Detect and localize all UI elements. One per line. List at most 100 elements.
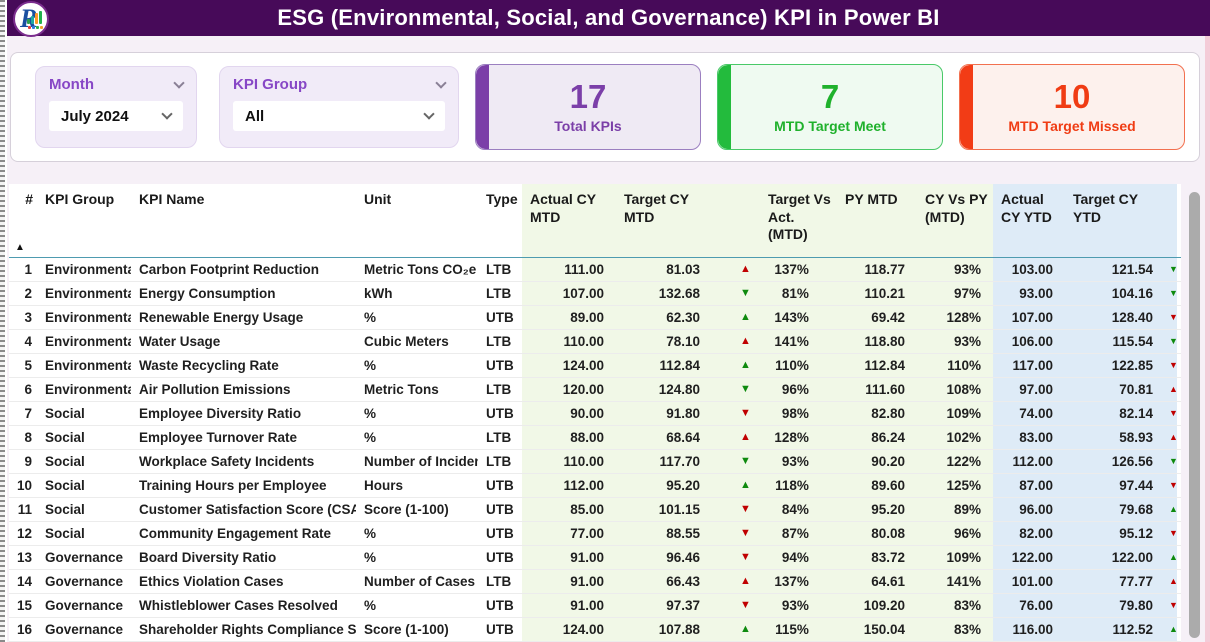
column-header-label: CY Vs PY (MTD) — [925, 191, 988, 225]
cell-ytd_sliver: ▲ — [1165, 546, 1177, 569]
cell-tva_mtd: ▲ 115% — [712, 618, 837, 641]
cell-actual_ytd: 97.00 — [993, 378, 1065, 401]
cell-name: Whistleblower Cases Resolved — [139, 598, 338, 613]
clipped-up-green-arrow-icon: ▲ — [1169, 504, 1177, 514]
down-green-arrow-icon: ▼ — [740, 383, 751, 395]
kpi-group-slicer: KPI Group All — [219, 66, 459, 148]
cell-actual_mtd: 88.00 — [522, 426, 616, 449]
cell-num: 15 — [16, 598, 32, 613]
cell-actual_mtd: 89.00 — [522, 306, 616, 329]
month-slicer-dropdown[interactable]: July 2024 — [49, 101, 183, 131]
column-header-cy_vs_py[interactable]: CY Vs PY (MTD) — [917, 184, 993, 257]
cell-unit: % — [364, 430, 377, 445]
chevron-down-icon[interactable] — [173, 76, 185, 89]
target-vs-actual-value: 93% — [781, 598, 809, 613]
up-green-arrow-icon: ▲ — [740, 623, 751, 635]
cell-type: LTB — [486, 454, 512, 469]
cell-actual_ytd: 96.00 — [993, 498, 1065, 521]
card-accent-stripe — [718, 65, 731, 149]
table-row[interactable]: 10 Social Training Hours per Employee Hours… — [9, 474, 1181, 498]
cell-type: UTB — [486, 550, 514, 565]
down-red-arrow-icon: ▼ — [740, 551, 751, 563]
table-row[interactable]: 5 Environmental Waste Recycling Rate% UTB 12… — [9, 354, 1181, 378]
column-header-label: Type — [486, 191, 518, 207]
column-header-target_mtd[interactable]: Target CY MTD — [616, 184, 712, 257]
cell-py_mtd: 86.24 — [837, 426, 917, 449]
cell-py_mtd: 118.77 — [837, 258, 917, 281]
total-kpis-label: Total KPIs — [554, 117, 622, 134]
chevron-down-icon[interactable] — [435, 76, 447, 89]
vertical-scrollbar-thumb[interactable] — [1189, 192, 1200, 638]
cell-unit: % — [364, 550, 377, 565]
cell-actual_ytd: 82.00 — [993, 522, 1065, 545]
cell-ytd_sliver: ▼ — [1165, 306, 1177, 329]
cell-cy_vs_py: 122% — [917, 450, 993, 473]
cell-cy_vs_py: 141% — [917, 570, 993, 593]
cell-tva_mtd: ▼ 87% — [712, 522, 837, 545]
table-row[interactable]: 9 Social Workplace Safety Incidents Number … — [9, 450, 1181, 474]
clipped-down-red-arrow-icon: ▼ — [1169, 480, 1177, 490]
total-kpis-value: 17 — [569, 78, 607, 116]
kpi-group-slicer-dropdown[interactable]: All — [233, 101, 445, 131]
column-header-tva_mtd[interactable]: Target Vs Act. (MTD) — [712, 184, 837, 257]
cell-group: Governance — [45, 598, 124, 613]
cell-unit: % — [364, 598, 377, 613]
filter-kpi-panel: Month July 2024 KPI Group All 17 Total K… — [10, 52, 1200, 162]
column-header-actual_mtd[interactable]: Actual CY MTD — [522, 184, 616, 257]
column-header-target_ytd[interactable]: Target CY YTD — [1065, 184, 1165, 257]
cell-cy_vs_py: 102% — [917, 426, 993, 449]
table-row[interactable]: 1 Environmental Carbon Footprint Reduction… — [9, 258, 1181, 282]
table-row[interactable]: 8 Social Employee Turnover Rate% LTB 88.00 68… — [9, 426, 1181, 450]
cell-cy_vs_py: 83% — [917, 618, 993, 641]
table-row[interactable]: 3 Environmental Renewable Energy Usage% UTB… — [9, 306, 1181, 330]
cell-actual_mtd: 120.00 — [522, 378, 616, 401]
target-vs-actual-value: 93% — [781, 454, 809, 469]
kpi-table-header-row: # ▲ KPI Group KPI Name Unit Type Actual CY MTD… — [9, 184, 1181, 258]
page-right-edge-decoration — [1205, 36, 1210, 642]
column-header-actual_ytd[interactable]: Actual CY YTD — [993, 184, 1065, 257]
up-green-arrow-icon: ▲ — [740, 479, 751, 491]
column-header-type[interactable]: Type — [478, 184, 522, 257]
cell-target_ytd: 97.44 — [1065, 474, 1165, 497]
column-header-unit[interactable]: Unit — [356, 184, 478, 257]
sort-ascending-icon[interactable]: ▲ — [15, 241, 25, 253]
column-header-py_mtd[interactable]: PY MTD — [837, 184, 917, 257]
cell-py_mtd: 118.80 — [837, 330, 917, 353]
cell-target_mtd: 132.68 — [616, 282, 712, 305]
cell-target_ytd: 79.68 — [1065, 498, 1165, 521]
table-row[interactable]: 7 Social Employee Diversity Ratio% UTB 90.00… — [9, 402, 1181, 426]
table-row[interactable]: 12 Social Community Engagement Rate% UTB 77.… — [9, 522, 1181, 546]
up-red-arrow-icon: ▲ — [740, 263, 751, 275]
cell-type: UTB — [486, 598, 514, 613]
cell-actual_ytd: 122.00 — [993, 546, 1065, 569]
table-row[interactable]: 15 Governance Whistleblower Cases Resolved… — [9, 594, 1181, 618]
column-header-group[interactable]: KPI Group — [37, 184, 131, 257]
cell-name: Waste Recycling Rate — [139, 358, 279, 373]
cell-actual_mtd: 77.00 — [522, 522, 616, 545]
table-row[interactable]: 4 Environmental Water Usage Cubic Meters LTB… — [9, 330, 1181, 354]
mtd-target-missed-card: 10 MTD Target Missed — [959, 64, 1185, 150]
table-row[interactable]: 14 Governance Ethics Violation Cases Number… — [9, 570, 1181, 594]
column-header-ytd_sliver[interactable] — [1165, 184, 1177, 257]
cell-actual_ytd: 83.00 — [993, 426, 1065, 449]
down-green-arrow-icon: ▼ — [740, 455, 751, 467]
chevron-down-icon — [423, 108, 435, 120]
table-row[interactable]: 13 Governance Board Diversity Ratio% UTB 91.… — [9, 546, 1181, 570]
cell-name: Ethics Violation Cases — [139, 574, 284, 589]
cell-actual_mtd: 90.00 — [522, 402, 616, 425]
cell-target_ytd: 121.54 — [1065, 258, 1165, 281]
cell-name: Energy Consumption — [139, 286, 276, 301]
mtd-target-meet-value: 7 — [820, 78, 840, 116]
table-row[interactable]: 16 Governance Shareholder Rights Complianc… — [9, 618, 1181, 642]
page-title: ESG (Environmental, Social, and Governan… — [277, 5, 940, 30]
table-row[interactable]: 2 Environmental Energy Consumption kWh LTB 10… — [9, 282, 1181, 306]
cell-type: UTB — [486, 406, 514, 421]
column-header-label: KPI Group — [45, 191, 115, 207]
table-row[interactable]: 6 Environmental Air Pollution Emissions Met… — [9, 378, 1181, 402]
cell-num: 4 — [24, 334, 32, 349]
column-header-num[interactable]: # ▲ — [9, 184, 37, 257]
table-row[interactable]: 11 Social Customer Satisfaction Score (CSA… — [9, 498, 1181, 522]
target-vs-actual-value: 115% — [775, 622, 809, 637]
column-header-name[interactable]: KPI Name — [131, 184, 356, 257]
cell-py_mtd: 90.20 — [837, 450, 917, 473]
